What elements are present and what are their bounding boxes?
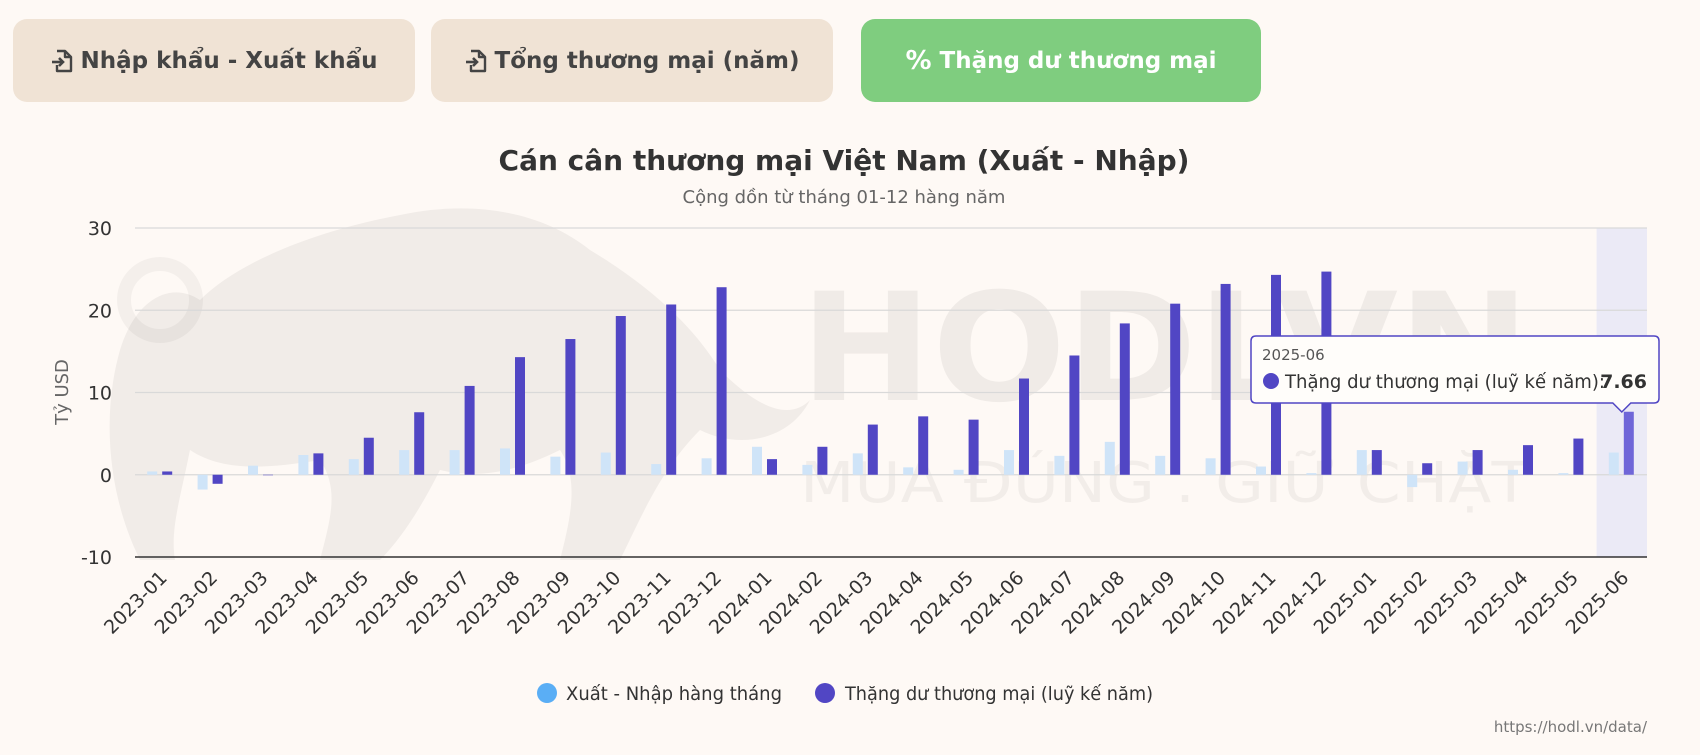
bar-cumulative[interactable]: [767, 459, 777, 475]
file-import-icon: [51, 49, 73, 73]
y-tick-label: 30: [88, 218, 112, 240]
bar-cumulative[interactable]: [464, 385, 475, 475]
bar-cumulative[interactable]: [1523, 445, 1533, 475]
bar-cumulative[interactable]: [1069, 355, 1080, 475]
bar-monthly[interactable]: [802, 464, 813, 475]
legend-label-monthly: Xuất - Nhập hàng tháng: [566, 683, 782, 705]
bar-cumulative[interactable]: [1623, 411, 1634, 475]
percent-icon: %: [905, 45, 932, 76]
bar-monthly[interactable]: [1054, 455, 1065, 475]
bull-horn-watermark: [117, 257, 203, 343]
bar-cumulative[interactable]: [1573, 438, 1584, 475]
y-tick-label: 10: [88, 383, 112, 405]
bar-cumulative[interactable]: [1422, 463, 1433, 475]
bar-monthly[interactable]: [852, 453, 863, 475]
legend-item-monthly[interactable]: Xuất - Nhập hàng tháng: [537, 683, 782, 705]
bar-monthly[interactable]: [701, 458, 712, 475]
chart-subtitle: Cộng dồn từ tháng 01-12 hàng năm: [683, 187, 1006, 208]
tooltip-value: 7.66: [1600, 371, 1647, 393]
bar-monthly[interactable]: [1306, 473, 1317, 475]
bar-cumulative[interactable]: [1472, 450, 1483, 475]
bar-monthly[interactable]: [1407, 474, 1418, 488]
bar-monthly[interactable]: [197, 474, 208, 490]
source-url[interactable]: https://hodl.vn/data/: [1494, 718, 1648, 736]
chart-title: Cán cân thương mại Việt Nam (Xuất - Nhập…: [499, 144, 1190, 177]
bar-monthly[interactable]: [1004, 450, 1014, 475]
bar-cumulative[interactable]: [817, 446, 828, 475]
tab-total-trade-label: Tổng thương mại (năm): [494, 47, 800, 74]
bar-cumulative[interactable]: [666, 304, 677, 475]
tab-import-export[interactable]: Nhập khẩu - Xuất khẩu: [13, 19, 415, 102]
legend-marker-monthly: [537, 683, 557, 703]
bar-monthly[interactable]: [500, 448, 510, 475]
tab-import-export-label: Nhập khẩu - Xuất khẩu: [80, 47, 378, 74]
bar-monthly[interactable]: [1104, 441, 1115, 475]
bar-cumulative[interactable]: [918, 416, 929, 475]
bar-monthly[interactable]: [147, 471, 158, 475]
tab-trade-surplus[interactable]: % Thặng dư thương mại: [861, 19, 1261, 102]
x-axis: 2023-012023-022023-032023-042023-052023-…: [100, 567, 1633, 639]
bar-monthly[interactable]: [600, 452, 611, 475]
y-tick-label: 0: [100, 465, 112, 487]
bar-monthly[interactable]: [1356, 450, 1367, 475]
tooltip-series-label: Thặng dư thương mại (luỹ kế năm):: [1284, 371, 1605, 393]
legend-marker-cumulative: [815, 683, 835, 703]
legend-label-cumulative: Thặng dư thương mại (luỹ kế năm): [844, 683, 1153, 705]
tooltip-box: [1250, 335, 1660, 414]
bar-cumulative[interactable]: [212, 474, 223, 484]
tab-total-trade[interactable]: Tổng thương mại (năm): [431, 19, 833, 102]
bar-cumulative[interactable]: [313, 453, 324, 475]
bar-monthly[interactable]: [953, 469, 964, 475]
tooltip-marker: [1263, 373, 1279, 389]
bar-cumulative[interactable]: [363, 437, 374, 475]
bull-logo-watermark: [109, 208, 810, 560]
bar-monthly[interactable]: [1508, 469, 1518, 475]
bar-monthly[interactable]: [903, 467, 914, 475]
bar-monthly[interactable]: [449, 450, 460, 475]
bar-cumulative[interactable]: [263, 474, 273, 476]
bar-cumulative[interactable]: [414, 412, 425, 475]
bar-cumulative[interactable]: [1019, 378, 1029, 475]
legend-item-cumulative[interactable]: Thặng dư thương mại (luỹ kế năm): [815, 683, 1153, 705]
bar-monthly[interactable]: [298, 455, 309, 475]
bar-monthly[interactable]: [550, 456, 561, 475]
watermark: HODLVN MUA ĐÚNG . GIỮ CHẶT: [109, 208, 1531, 560]
bar-cumulative[interactable]: [1170, 303, 1181, 475]
y-tick-label: -10: [81, 547, 112, 569]
y-tick-label: 20: [88, 300, 112, 322]
bar-monthly[interactable]: [1558, 473, 1569, 475]
bar-monthly[interactable]: [651, 464, 662, 475]
legend: Xuất - Nhập hàng tháng Thặng dư thương m…: [537, 683, 1153, 705]
tooltip-date: 2025-06: [1262, 346, 1325, 364]
y-axis: 30 20 10 0 -10: [81, 218, 112, 569]
bar-cumulative[interactable]: [515, 357, 525, 475]
y-axis-title: Tỷ USD: [52, 359, 73, 426]
bar-cumulative[interactable]: [615, 316, 626, 475]
bar-monthly[interactable]: [1256, 466, 1266, 475]
bar-cumulative[interactable]: [867, 424, 878, 475]
bar-monthly[interactable]: [248, 465, 258, 475]
bar-monthly[interactable]: [752, 446, 762, 475]
bar-monthly[interactable]: [1608, 452, 1619, 475]
bar-cumulative[interactable]: [565, 339, 576, 475]
bar-monthly[interactable]: [399, 450, 410, 475]
bar-cumulative[interactable]: [1371, 450, 1382, 475]
bar-monthly[interactable]: [1155, 455, 1166, 475]
bar-cumulative[interactable]: [1220, 283, 1231, 475]
watermark-slogan: MUA ĐÚNG . GIỮ CHẶT: [800, 450, 1531, 516]
file-import-icon: [465, 49, 487, 73]
bar-monthly[interactable]: [1205, 458, 1216, 475]
bar-cumulative[interactable]: [716, 287, 727, 475]
bar-monthly[interactable]: [1457, 461, 1468, 475]
tooltip: 2025-06 Thặng dư thương mại (luỹ kế năm)…: [1250, 335, 1660, 414]
bar-cumulative[interactable]: [162, 471, 173, 475]
bar-cumulative[interactable]: [1119, 323, 1130, 475]
bar-monthly[interactable]: [348, 459, 359, 475]
tab-trade-surplus-label: Thặng dư thương mại: [939, 47, 1217, 74]
bar-cumulative[interactable]: [968, 419, 979, 475]
